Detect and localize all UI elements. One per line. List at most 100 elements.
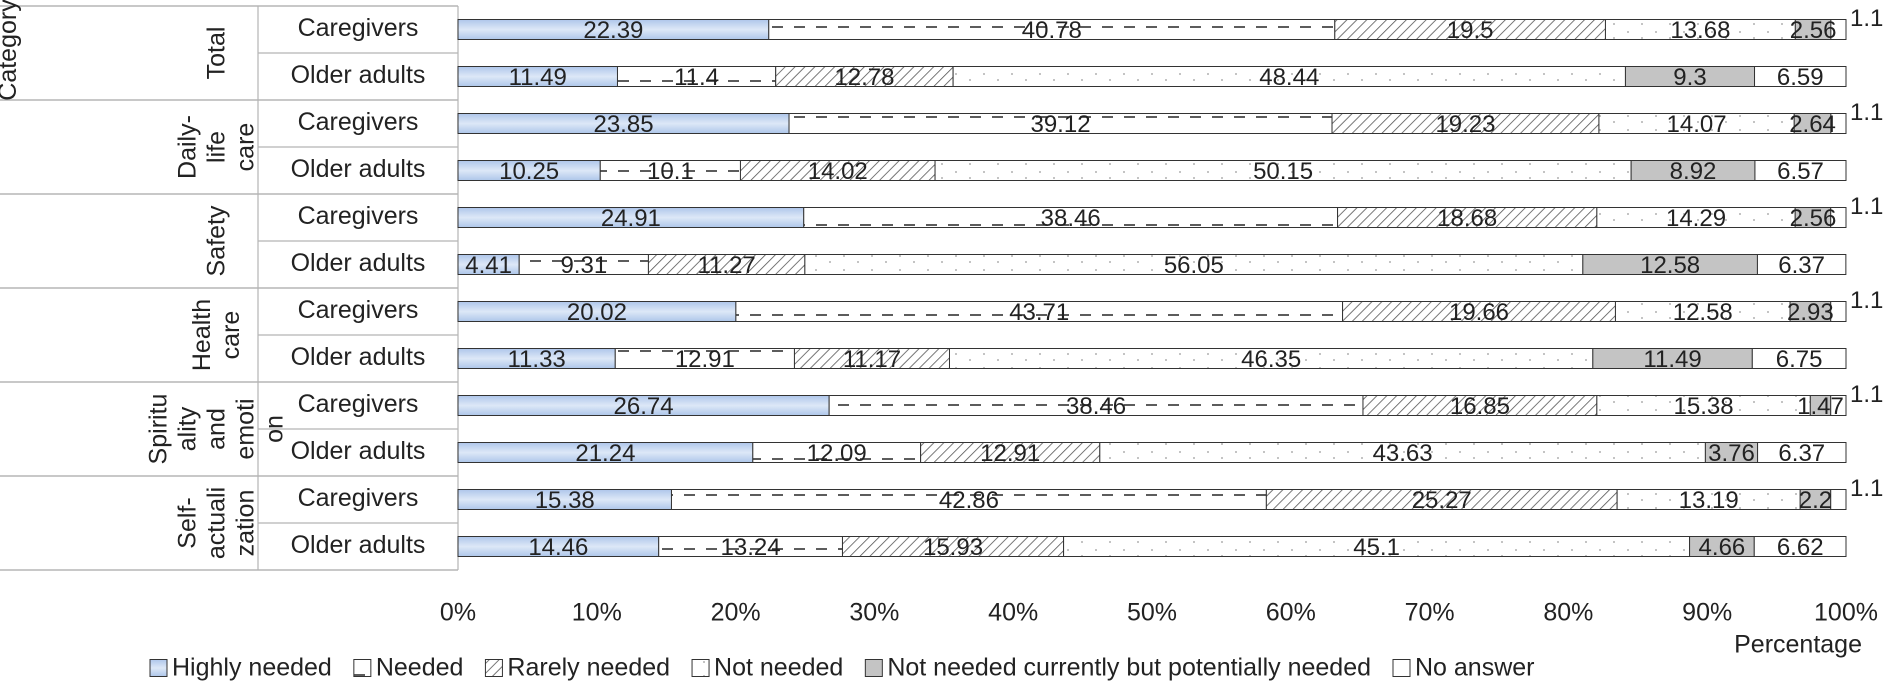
bar-row: 10.25 10.1 14.02 50.15 8.92 6.57 bbox=[457, 158, 1847, 185]
data-label: 11.49 bbox=[509, 64, 567, 91]
bar-row: 23.85 39.12 19.23 14.07 2.64 1.1 bbox=[457, 99, 1883, 138]
data-label: 39.12 bbox=[1030, 111, 1090, 138]
data-label: 4.41 bbox=[465, 252, 512, 279]
data-label: 20.02 bbox=[567, 299, 627, 326]
bar-segment bbox=[1754, 66, 1847, 87]
data-label: 13.24 bbox=[721, 534, 781, 561]
legend-swatch bbox=[484, 659, 503, 677]
x-axis-label: Percentage bbox=[1734, 631, 1862, 659]
bar-row: 22.39 40.78 19.5 13.68 2.56 1.1 bbox=[457, 5, 1883, 44]
data-label: 15.38 bbox=[535, 487, 595, 514]
data-label: 4.66 bbox=[1699, 534, 1746, 561]
data-label: 1.1 bbox=[1850, 381, 1883, 408]
x-tick-label: 80% bbox=[1543, 599, 1593, 627]
x-tick-label: 40% bbox=[988, 599, 1038, 627]
group-label: Daily-life care bbox=[174, 115, 260, 179]
data-label: 6.75 bbox=[1776, 346, 1823, 373]
data-label: 26.74 bbox=[614, 393, 674, 420]
group-label: Total bbox=[203, 27, 231, 80]
row-label: Older adults bbox=[291, 531, 426, 559]
bar-segment bbox=[1830, 301, 1847, 322]
data-label: 1.1 bbox=[1850, 5, 1883, 32]
group-label: Health care bbox=[188, 299, 245, 371]
group-label-line: ality bbox=[174, 406, 202, 451]
data-label: 38.46 bbox=[1066, 393, 1126, 420]
legend-item: Needed bbox=[353, 654, 464, 682]
data-label: 19.5 bbox=[1447, 17, 1494, 44]
data-label: 15.38 bbox=[1674, 393, 1734, 420]
x-tick-label: 100% bbox=[1814, 599, 1878, 627]
group-label-line: Safety bbox=[203, 205, 231, 276]
legend-swatch bbox=[149, 659, 168, 677]
data-label: 24.91 bbox=[601, 205, 661, 232]
data-label: 9.31 bbox=[560, 252, 607, 279]
bar-segment bbox=[1757, 442, 1847, 463]
data-label: 12.58 bbox=[1673, 299, 1733, 326]
data-label: 1.1 bbox=[1850, 99, 1883, 126]
row-label: Older adults bbox=[291, 343, 426, 371]
data-label: 43.63 bbox=[1373, 440, 1433, 467]
data-label: 50.15 bbox=[1253, 158, 1313, 185]
data-label: 6.57 bbox=[1777, 158, 1824, 185]
group-label-line: zation bbox=[232, 490, 260, 557]
group-label-line: and bbox=[203, 408, 231, 450]
data-label: 46.35 bbox=[1241, 346, 1301, 373]
data-label: 14.07 bbox=[1667, 111, 1727, 138]
data-label: 45.1 bbox=[1353, 534, 1400, 561]
legend-label: Not needed currently but potentially nee… bbox=[887, 654, 1371, 682]
legend-swatch bbox=[353, 659, 372, 677]
legend-item: Highly needed bbox=[149, 654, 332, 682]
bar-row: 11.33 12.91 11.17 46.35 11.49 6.75 bbox=[457, 346, 1847, 373]
data-label: 14.46 bbox=[528, 534, 588, 561]
bar-segment bbox=[1830, 207, 1847, 228]
x-tick-label: 60% bbox=[1266, 599, 1316, 627]
data-label: 2.56 bbox=[1790, 17, 1837, 44]
legend-label: Needed bbox=[376, 654, 464, 682]
data-label: 12.09 bbox=[807, 440, 867, 467]
data-label: 3.76 bbox=[1708, 440, 1755, 467]
group-label-line: Spiritu bbox=[145, 394, 173, 465]
row-label: Older adults bbox=[291, 61, 426, 89]
category-table: Category Total Caregivers Older adults Daily… bbox=[0, 0, 459, 571]
x-tick-label: 70% bbox=[1405, 599, 1455, 627]
row-label: Caregivers bbox=[298, 202, 419, 230]
data-label: 12.91 bbox=[980, 440, 1040, 467]
group-label-line: Daily- bbox=[174, 115, 202, 179]
data-label: 8.92 bbox=[1670, 158, 1717, 185]
group-label-line: Health bbox=[188, 299, 216, 371]
data-label: 6.59 bbox=[1777, 64, 1824, 91]
data-label: 13.19 bbox=[1679, 487, 1739, 514]
data-label: 12.58 bbox=[1640, 252, 1700, 279]
bar-row: 15.38 42.86 25.27 13.19 2.2 1.1 bbox=[457, 475, 1883, 514]
data-label: 10.25 bbox=[499, 158, 559, 185]
legend-swatch bbox=[691, 659, 710, 677]
bar-segment bbox=[1830, 19, 1847, 40]
x-tick-label: 30% bbox=[849, 599, 899, 627]
legend-item: Not needed bbox=[691, 654, 843, 682]
bar-segment bbox=[1753, 536, 1847, 557]
data-label: 11.27 bbox=[698, 252, 756, 279]
y-axis-label: Category bbox=[0, 0, 22, 101]
bar-segment bbox=[1751, 348, 1847, 369]
group-label-line: actuali bbox=[203, 487, 231, 559]
x-tick-label: 10% bbox=[572, 599, 622, 627]
group-label: Spiritu ality and emoti on bbox=[145, 394, 289, 465]
data-label: 6.62 bbox=[1777, 534, 1824, 561]
data-label: 56.05 bbox=[1164, 252, 1224, 279]
legend-swatch bbox=[1392, 659, 1411, 677]
data-label: 23.85 bbox=[593, 111, 653, 138]
data-label: 16.85 bbox=[1450, 393, 1510, 420]
legend-item: No answer bbox=[1392, 654, 1535, 682]
group-label-line: care bbox=[217, 311, 245, 360]
data-label: 11.4 bbox=[674, 64, 719, 91]
legend-label: No answer bbox=[1415, 654, 1535, 682]
data-label: 1.1 bbox=[1850, 475, 1883, 502]
data-label: 38.46 bbox=[1041, 205, 1101, 232]
row-label: Older adults bbox=[291, 155, 426, 183]
x-tick-label: 20% bbox=[711, 599, 761, 627]
bar-segment bbox=[1830, 489, 1847, 510]
bar-row: 20.02 43.71 19.66 12.58 2.93 1.1 bbox=[457, 287, 1883, 326]
data-label: 6.37 bbox=[1778, 440, 1825, 467]
bar-row: 11.49 11.4 12.78 48.44 9.3 6.59 bbox=[457, 64, 1847, 91]
